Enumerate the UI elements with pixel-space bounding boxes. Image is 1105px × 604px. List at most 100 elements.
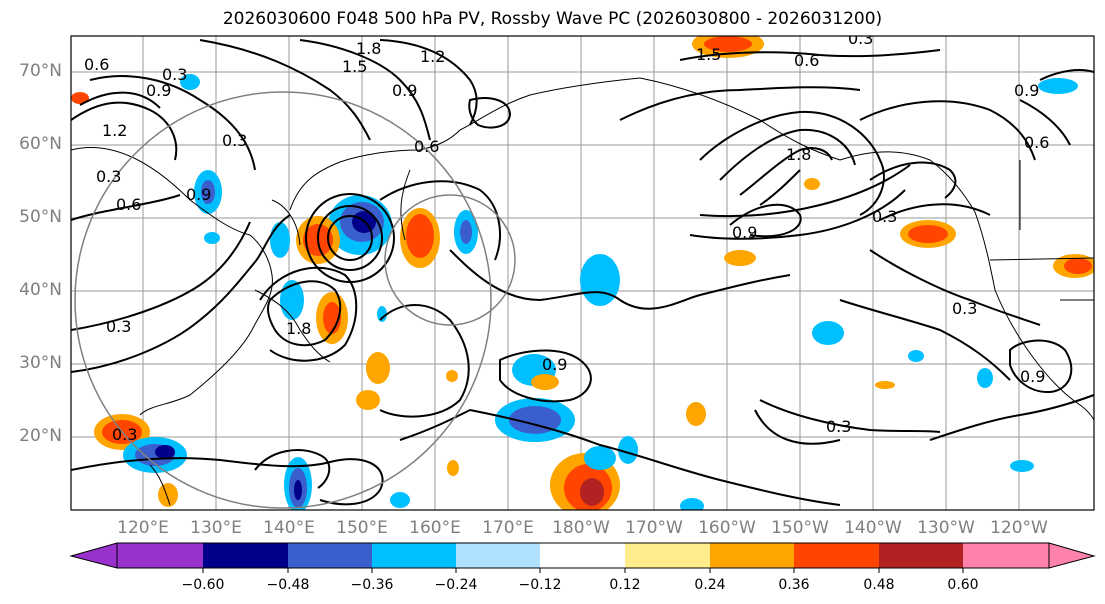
anomaly-blob (908, 225, 948, 243)
lon-label: 160°E (409, 518, 461, 538)
colorbar-tick-label: −0.36 (350, 577, 394, 593)
lon-label: 140°E (263, 518, 315, 538)
lat-label: 60°N (19, 134, 62, 154)
anomaly-blob (908, 350, 924, 362)
anomaly-blob (270, 222, 290, 258)
lon-label: 140°W (844, 518, 902, 538)
lat-label: 70°N (19, 61, 62, 81)
lon-label: 150°E (336, 518, 388, 538)
anomaly-blob (584, 446, 616, 470)
anomaly-blob (1064, 258, 1092, 274)
colorbar-segment (963, 543, 1049, 568)
colorbar-tick-label: −0.60 (181, 577, 225, 593)
colorbar-segment (710, 543, 794, 568)
contour-label: 0.9 (392, 81, 417, 100)
anomaly-blob (531, 374, 559, 390)
contour-labels: 1.8 1.5 0.9 1.2 0.3 0.6 0.9 1.2 0.3 0.6 … (84, 29, 1049, 444)
contour-label: 1.5 (342, 57, 367, 76)
anomaly-blob (71, 92, 89, 104)
contour-label: 0.9 (186, 185, 211, 204)
anomaly-blob (158, 483, 178, 507)
anomaly-blob (804, 178, 820, 190)
contour-label: 0.3 (826, 417, 851, 436)
contour-label: 1.2 (102, 121, 127, 140)
pv-anomaly-fills (71, 36, 1094, 510)
anomaly-blob (686, 402, 706, 426)
anomaly-blob (812, 321, 844, 345)
lon-label: 180°W (552, 518, 610, 538)
contour-label: 1.8 (786, 145, 811, 164)
colorbar-tick-label: −0.24 (434, 577, 478, 593)
lon-label: 130°W (917, 518, 975, 538)
colorbar-tick-label: 0.12 (609, 577, 641, 593)
lon-label: 170°W (625, 518, 683, 538)
anomaly-blob (155, 445, 175, 459)
lat-label: 40°N (19, 280, 62, 300)
contour-label: 0.9 (542, 355, 567, 374)
contour-label: 0.3 (222, 131, 247, 150)
contour-label: 0.3 (162, 65, 187, 84)
colorbar-extend-low (69, 542, 118, 569)
anomaly-blob (977, 368, 993, 388)
anomaly-blob (356, 390, 380, 410)
colorbar-tick-label: 0.48 (863, 577, 895, 593)
colorbar-segment (117, 543, 203, 568)
colorbar-tick-label: −0.48 (266, 577, 310, 593)
lon-label: 130°E (190, 518, 242, 538)
contour-label: 0.9 (146, 81, 171, 100)
contour-label: 1.5 (696, 45, 721, 64)
lon-label: 160°W (698, 518, 756, 538)
anomaly-blob (580, 254, 620, 306)
anomaly-blob (180, 74, 200, 90)
contour-label: 0.3 (96, 167, 121, 186)
anomaly-blob (724, 250, 756, 266)
contour-label: 1.8 (286, 319, 311, 338)
contour-label: 0.3 (848, 29, 873, 48)
anomaly-blob (406, 214, 434, 258)
colorbar-tick-label: 0.24 (694, 577, 726, 593)
anomaly-blob (460, 220, 472, 244)
influence-circles (74, 91, 516, 509)
contour-label: 0.6 (1024, 133, 1049, 152)
colorbar-segment (879, 543, 963, 568)
contour-label: 0.6 (84, 55, 109, 74)
anomaly-blob (447, 460, 459, 476)
contour-label: 0.3 (112, 425, 137, 444)
lon-label: 120°W (990, 518, 1048, 538)
lon-label: 120°E (117, 518, 169, 538)
anomaly-blob (704, 36, 752, 52)
contour-label: 0.9 (732, 223, 757, 242)
contour-label: 0.9 (1020, 367, 1045, 386)
colorbar-extend-high (1048, 542, 1096, 569)
contour-label: 0.3 (872, 207, 897, 226)
lat-label: 50°N (19, 207, 62, 227)
lon-label: 150°W (771, 518, 829, 538)
anomaly-blob (201, 180, 215, 204)
lat-label: 30°N (19, 353, 62, 373)
contour-label: 0.6 (794, 51, 819, 70)
anomaly-blob (1038, 78, 1078, 94)
colorbar-tick-label: −0.12 (518, 577, 562, 593)
anomaly-blob (580, 478, 604, 506)
colorbar-segment (372, 543, 456, 568)
map-title: 2026030600 F048 500 hPa PV, Rossby Wave … (222, 9, 883, 29)
colorbar-segment (794, 543, 879, 568)
pv-contours (71, 39, 1094, 506)
anomaly-blob (390, 492, 410, 508)
lon-label: 170°E (482, 518, 534, 538)
anomaly-blob (618, 436, 638, 464)
anomaly-blob (680, 498, 704, 510)
contour-label: 0.3 (106, 317, 131, 336)
anomaly-blob (1010, 460, 1034, 472)
colorbar-segment (288, 543, 372, 568)
colorbar-tick-label: 0.36 (778, 577, 810, 593)
contour-label: 1.2 (420, 47, 445, 66)
contour-label: 0.3 (952, 299, 977, 318)
contour-label: 1.8 (356, 39, 381, 58)
colorbar (69, 542, 1096, 573)
anomaly-blob (204, 232, 220, 244)
colorbar-tick-label: 0.60 (947, 577, 979, 593)
anomaly-blob (875, 381, 895, 389)
anomaly-blob (294, 480, 302, 500)
